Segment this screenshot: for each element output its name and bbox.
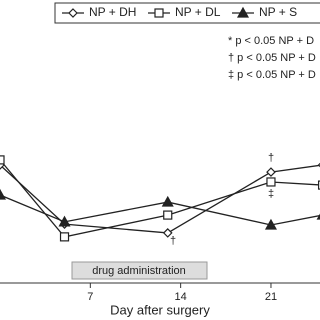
annotation: ‡ (268, 188, 274, 200)
x-axis-label: Day after surgery (110, 302, 210, 317)
annotation: * p < 0.05 NP + D (228, 35, 314, 47)
legend-label: NP + DL (175, 5, 221, 19)
marker (161, 195, 174, 207)
annotation: † p < 0.05 NP + D (228, 52, 316, 64)
marker (58, 215, 71, 227)
legend-marker (154, 8, 164, 18)
marker (59, 232, 70, 242)
marker (266, 167, 276, 177)
annotation: drug administration (92, 265, 186, 277)
x-tick-label: 14 (175, 291, 187, 303)
legend-label: NP + S (259, 5, 297, 19)
x-tick-label: 21 (265, 291, 277, 303)
marker (264, 218, 277, 230)
annotation: † (170, 235, 176, 247)
legend-box (54, 2, 320, 24)
plot-area (0, 155, 320, 242)
marker (0, 155, 5, 165)
x-tick-label: 7 (87, 291, 93, 303)
drug-bar (71, 261, 208, 280)
annotation: † (268, 152, 274, 164)
legend: NP + DH NP + DL NP + S (62, 5, 297, 19)
marker (163, 210, 173, 220)
marker (0, 188, 7, 200)
legend-marker (236, 6, 250, 18)
marker (266, 177, 276, 187)
marker (162, 228, 173, 238)
marker (317, 180, 320, 190)
marker (316, 213, 320, 220)
legend-marker (68, 8, 78, 18)
annotation: ‡ p < 0.05 NP + D (228, 69, 316, 81)
legend-label: NP + DH (89, 5, 136, 19)
